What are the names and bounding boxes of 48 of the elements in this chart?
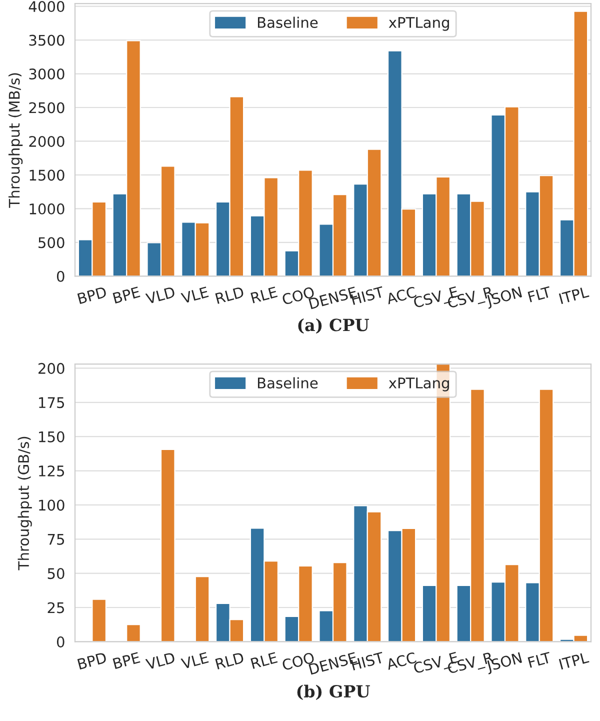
x-tick-label: RLD	[215, 652, 244, 670]
y-tick-label: 3000	[29, 68, 64, 80]
y-tick-label: 2500	[29, 102, 64, 114]
text: (a) CPU	[298, 318, 369, 334]
legend-label: Baseline	[258, 16, 318, 28]
x-tick-label: RLD	[215, 286, 244, 304]
y-tick-label: 1500	[30, 170, 64, 181]
y-tick-label: 1000	[30, 203, 64, 214]
legend-label: xPTLang	[388, 17, 449, 31]
x-tick-label: RLE	[250, 286, 278, 304]
text: (b) GPU	[297, 684, 370, 700]
y-tick-label: 0	[56, 636, 64, 648]
x-tick-label: BPD	[77, 286, 107, 304]
y-tick-label: 175	[39, 397, 64, 408]
y-axis-title: Throughput (MB/s)	[8, 73, 23, 208]
legend-label: xPTLang	[388, 378, 449, 392]
x-tick-label: RLE	[250, 652, 278, 669]
x-tick-label: ITPL	[558, 286, 590, 304]
y-tick-label: 500	[38, 237, 64, 248]
x-tick-label: BPE	[112, 652, 140, 669]
y-tick-label: 25	[48, 602, 64, 614]
y-tick-label: 200	[38, 362, 64, 374]
bar	[194, 576, 210, 642]
y-tick-label: 50	[48, 568, 64, 580]
x-tick-label: BPD	[77, 652, 107, 670]
y-axis-title: Throughput (GB/s)	[18, 436, 32, 570]
y-tick-label: 3500	[29, 34, 64, 46]
y-tick-label: 2000	[29, 136, 64, 147]
x-tick-label: FLT	[528, 286, 552, 302]
bar	[126, 624, 141, 642]
y-tick-label: 75	[48, 534, 64, 545]
x-tick-label: VLD	[145, 286, 176, 304]
x-tick-label: ACC	[386, 286, 417, 305]
x-tick-label: VLE	[180, 652, 209, 670]
bar	[160, 448, 176, 642]
y-tick-label: 125	[39, 465, 64, 477]
y-tick-label: 150	[39, 431, 64, 442]
x-tick-label: FLT	[528, 652, 552, 668]
y-tick-label: 100	[39, 500, 64, 511]
x-tick-label: VLE	[180, 286, 209, 304]
legend-label: Baseline	[258, 377, 318, 389]
x-tick-label: ACC	[386, 652, 417, 670]
y-tick-label: 4000	[28, 1, 64, 12]
y-tick-label: 0	[56, 270, 64, 282]
x-tick-label: ITPL	[558, 652, 590, 670]
bar	[92, 598, 107, 642]
x-tick-label: BPE	[112, 286, 140, 304]
x-tick-label: VLD	[145, 652, 176, 670]
